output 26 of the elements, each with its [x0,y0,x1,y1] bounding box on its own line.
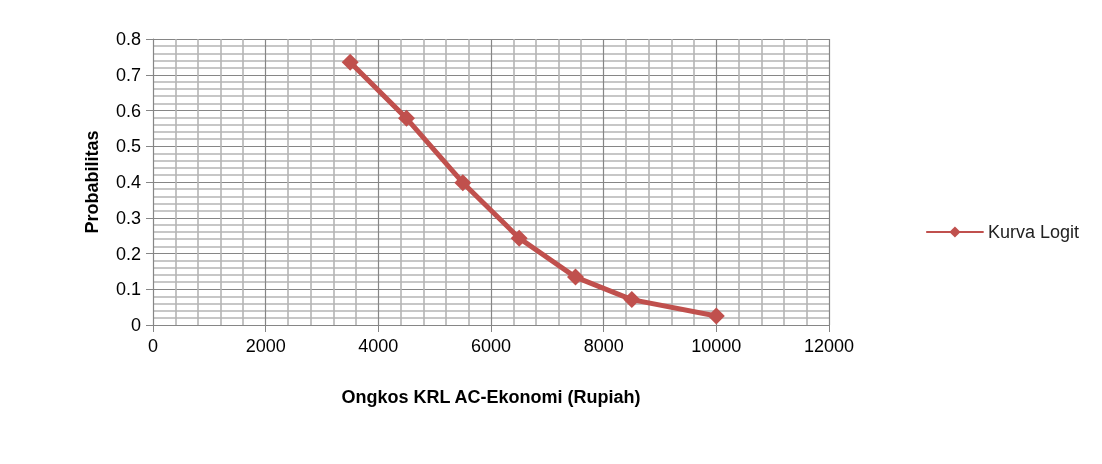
x-tick-label: 6000 [470,336,512,356]
legend-label: Kurva Logit [987,222,1080,242]
y-tick-label: 0.4 [115,172,141,192]
point [510,229,528,247]
x-tick-label: 2000 [245,336,286,356]
point [707,307,725,325]
point [341,53,359,71]
y-tick-label: 0.1 [115,279,141,300]
y-tick-label: 0.3 [115,207,141,228]
point [623,291,641,309]
y-axis-title: Probabilitas [82,130,102,234]
x-tick-label: 8000 [583,336,624,356]
y-tick-label: 0.7 [115,64,141,85]
x-tick-label: 4000 [358,336,399,356]
point [567,268,584,286]
x-axis-title: Ongkos KRL AC-Ekonomi (Rupiah) [341,387,641,407]
x-tick-label: 0 [147,336,159,356]
point [398,109,415,127]
y-tick-label: 0.8 [115,29,141,49]
y-tick-label: 0 [130,315,141,335]
y-tick-label: 0.5 [115,136,141,157]
point [454,174,472,192]
x-tick-label: 10000 [691,336,742,356]
y-tick-label: 0.2 [115,243,141,264]
x-tick-label: 12000 [803,336,855,356]
y-tick-label: 0.6 [115,100,141,121]
